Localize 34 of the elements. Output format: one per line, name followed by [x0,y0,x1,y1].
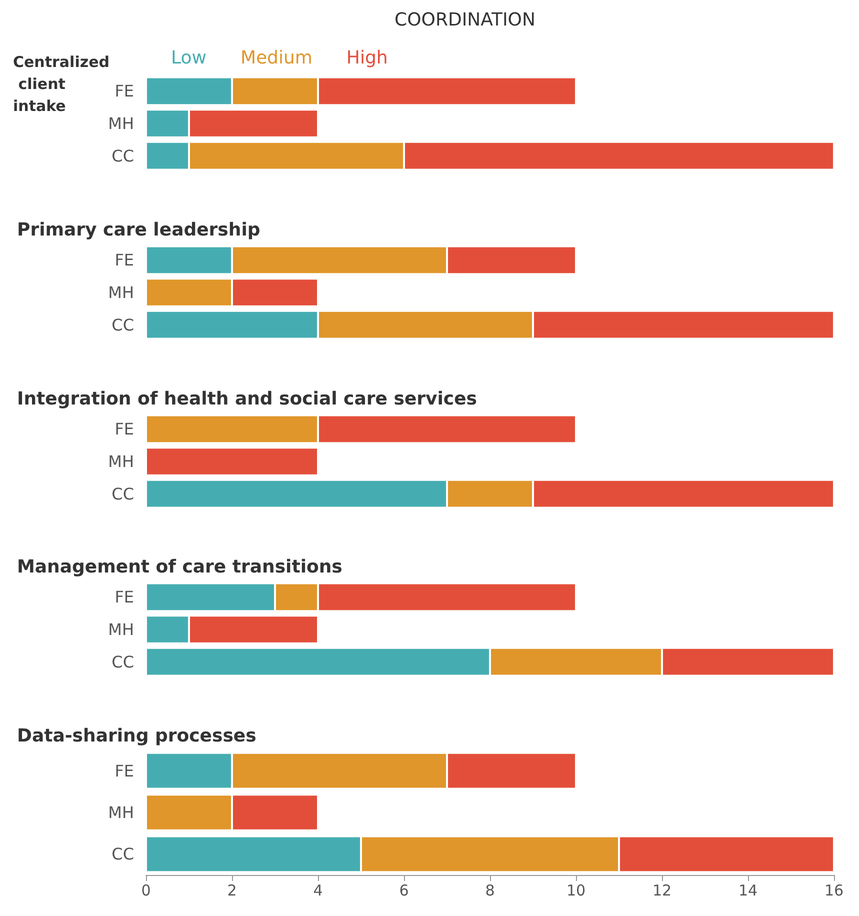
series-label: Medium [240,48,312,68]
series-label: Low [171,48,206,68]
chart-title: Primary care leadership [17,219,260,240]
chart-title: COORDINATION [394,10,536,30]
x-tick-label: 14 [738,882,758,900]
y-tick-label: FE [114,419,134,438]
chart-subtitle: Centralized client intake [13,53,110,115]
x-tick-label: 2 [227,882,237,900]
y-tick-label: CC [112,315,134,334]
x-tick-label: 12 [652,882,672,900]
y-tick-label: FE [114,82,134,101]
x-tick-label: 4 [313,882,323,900]
y-tick-label: CC [112,844,134,864]
series-label: High [346,48,388,68]
x-tick-label: 16 [824,882,844,900]
bar [146,447,318,475]
y-tick-label: CC [112,484,134,503]
y-tick-label: FE [114,588,134,607]
y-tick-label: MH [108,452,134,470]
x-tick-label: 10 [566,882,586,900]
x-tick-label: 8 [485,882,495,900]
y-tick-label: MH [108,803,134,822]
chart-title: Data-sharing processes [17,726,256,746]
chart-title: Integration of health and social care services [17,388,478,409]
x-tick-label: 6 [399,882,409,900]
x-tick-label: 0 [141,882,151,900]
y-tick-label: MH [108,282,134,302]
y-tick-label: CC [112,652,134,672]
y-tick-label: MH [108,114,134,133]
y-tick-label: MH [108,620,134,640]
y-tick-label: CC [112,146,134,166]
y-tick-label: FE [114,250,134,270]
chart-title: Management of care transitions [17,556,342,578]
y-tick-label: FE [114,761,134,780]
